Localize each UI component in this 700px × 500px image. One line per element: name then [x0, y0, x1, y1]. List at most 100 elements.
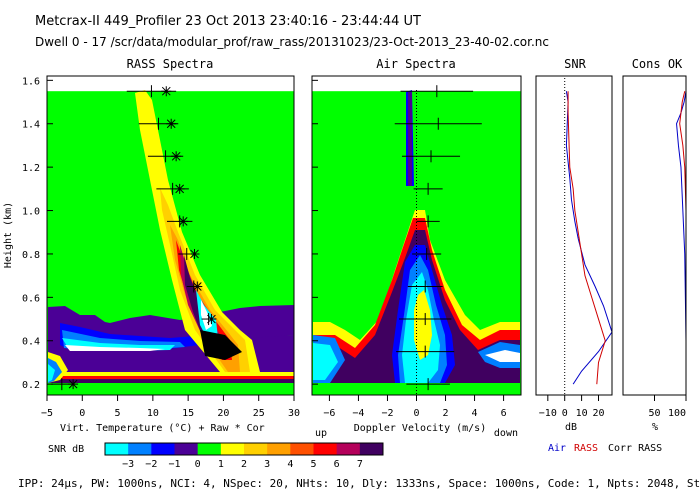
rass-temperature-markers: [51, 85, 225, 391]
rass-spectra-heatmap: [47, 90, 294, 395]
colorbar-swatch: [105, 443, 129, 455]
colorbar-tick-label: 7: [357, 459, 363, 470]
doppler-velocity-axis: −6 −4 −2 0 2 4 6: [323, 395, 507, 419]
rass-plume-core-black: [200, 330, 242, 360]
height-tick-label: 0.8: [22, 250, 40, 261]
legend-air: Air: [548, 443, 566, 454]
colorbar-label: SNR dB: [48, 444, 84, 455]
temperature-tick-label: 25: [253, 408, 265, 419]
snr-panel: SNR −10 0 10 20 dB: [535, 57, 613, 433]
air-right-white: [485, 350, 520, 362]
colorbar-swatch: [290, 443, 314, 455]
doppler-tick-label: 2: [443, 408, 449, 419]
rass-plume-red: [176, 240, 232, 360]
rass-bottom-dark: [48, 379, 294, 383]
snr-axis: −10 0 10 20: [539, 395, 605, 419]
snr-tick-label: 10: [576, 408, 588, 419]
temperature-tick-label: 20: [217, 408, 229, 419]
height-tick-label: 1.4: [22, 120, 40, 131]
rass-spectra-panel: RASS Spectra 0.2 0.4 0.6 0.8 1.0 1.2 1.4 1.6 −5…: [3, 57, 300, 434]
height-tick-label: 0.6: [22, 293, 40, 304]
height-tick-label: 0.2: [22, 380, 40, 391]
doppler-tick-label: −2: [381, 408, 393, 419]
doppler-tick-label: 6: [501, 408, 507, 419]
colorbar-tick-label: 1: [218, 459, 224, 470]
temperature-tick-label: 0: [79, 408, 85, 419]
colorbar-ticks: −3 −2 −1 0 1 2 3 4 5 6 7: [122, 459, 363, 470]
rass-cor-marker: [166, 118, 177, 129]
colorbar-swatch: [151, 443, 175, 455]
colorbar-tick-label: 5: [310, 459, 316, 470]
parameter-footer: IPP: 24μs, PW: 1000ns, NCI: 4, NSpec: 20…: [18, 477, 700, 490]
colorbar-tick-label: −2: [145, 459, 157, 470]
snr-plot-frame: [535, 75, 613, 396]
temperature-tick-label: −5: [41, 408, 53, 419]
legend-rass: RASS: [574, 443, 598, 454]
snr-panel-title: SNR: [564, 57, 586, 71]
height-tick-label: 1.0: [22, 207, 40, 218]
snr-tick-label: 0: [562, 408, 568, 419]
temperature-tick-label: 30: [288, 408, 300, 419]
doppler-tick-label: −4: [352, 408, 364, 419]
consensus-panel: Cons OK 50 100 %: [622, 57, 687, 433]
rass-cor-marker: [68, 379, 79, 390]
colorbar-swatch: [267, 443, 291, 455]
temperature-tick-label: 5: [115, 408, 121, 419]
temperature-axis-label: Virt. Temperature (°C) + Raw * Cor: [60, 423, 265, 434]
figure-title: Metcrax-II 449_Profiler 23 Oct 2013 23:4…: [35, 14, 421, 29]
snr-tick-label: 20: [592, 408, 604, 419]
rass-cor-marker: [174, 183, 185, 194]
down-label: down: [494, 428, 518, 439]
rass-left-cyan: [48, 364, 55, 382]
colorbar-frame: [104, 442, 384, 456]
consensus-profiles: [676, 91, 687, 385]
colorbar-tick-label: 3: [264, 459, 270, 470]
rass-cor-marker: [189, 248, 200, 259]
colorbar-swatches: [104, 442, 384, 456]
temperature-tick-label: 15: [182, 408, 194, 419]
colorbar-swatch: [244, 443, 268, 455]
colorbar-swatch: [359, 443, 384, 455]
rass-band-white: [65, 345, 165, 351]
colorbar-swatch: [336, 443, 361, 455]
colorbar-swatch: [174, 443, 199, 455]
colorbar-tick-label: 4: [287, 459, 293, 470]
air-spectra-panel: Air Spectra −6 −4 −2 0 2 4 6 up Doppler Veloci…: [311, 57, 522, 439]
colorbar-tick-label: −1: [168, 459, 180, 470]
height-axis-label: Height (km): [3, 202, 14, 268]
air-core-yellow: [414, 290, 432, 360]
rass-cor-marker: [161, 86, 172, 97]
snr-colorbar: SNR dB −3 −2 −1 0 1 2 3 4 5 6 7: [48, 442, 384, 470]
colorbar-swatch: [220, 443, 245, 455]
snr-rass-line: [567, 91, 606, 385]
air-height-ticks: [312, 79, 318, 385]
doppler-tick-label: 4: [472, 408, 478, 419]
cons-rass-line: [679, 91, 687, 385]
temperature-axis: −5 0 5 10 15 20 25 30: [41, 395, 300, 419]
cons-axis-label: %: [652, 422, 658, 433]
colorbar-tick-label: 0: [195, 459, 201, 470]
rass-cor-marker: [178, 216, 189, 227]
rass-plume-gold: [160, 188, 250, 372]
height-axis: 0.2 0.4 0.6 0.8 1.0 1.2 1.4 1.6: [22, 76, 53, 391]
colorbar-tick-label: 2: [241, 459, 247, 470]
line-legend: Air RASS Corr RASS: [548, 443, 662, 454]
snr-axis-label: dB: [565, 422, 577, 433]
doppler-tick-label: −6: [323, 408, 335, 419]
rass-cor-marker: [192, 281, 203, 292]
cons-tick-label: 100: [668, 408, 686, 419]
doppler-tick-label: 0: [413, 408, 419, 419]
snr-profiles: [564, 78, 613, 394]
rass-plot-frame: [46, 75, 295, 396]
colorbar-swatch: [313, 443, 338, 455]
air-spectra-heatmap: [312, 90, 521, 395]
height-tick-label: 0.4: [22, 337, 40, 348]
consensus-axis: 50 100: [648, 395, 687, 419]
colorbar-swatch: [197, 443, 222, 455]
doppler-axis-label: Doppler Velocity (m/s): [354, 423, 486, 434]
air-left-cyan: [313, 343, 338, 380]
air-velocity-markers: [394, 85, 482, 391]
colorbar-tick-label: −3: [122, 459, 134, 470]
figure-subtitle: Dwell 0 - 17 /scr/data/modular_prof/raw_…: [35, 35, 549, 49]
